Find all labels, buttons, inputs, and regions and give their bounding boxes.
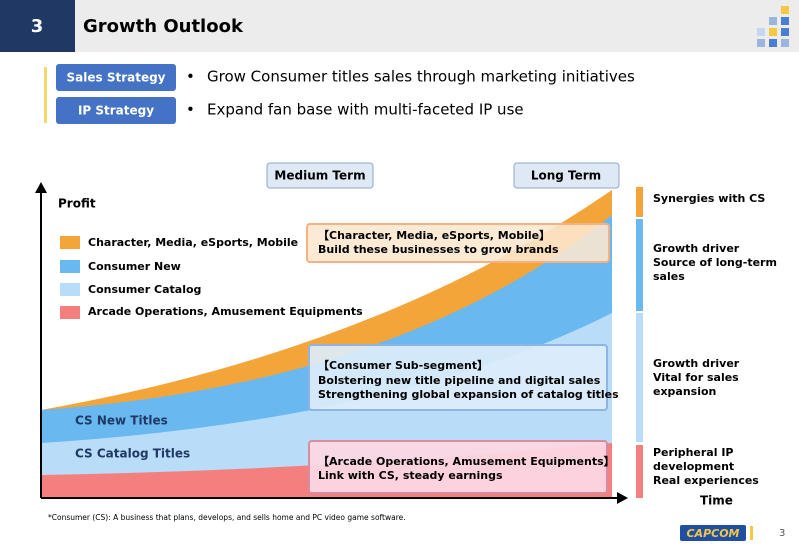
legend-label: Consumer Catalog: [88, 283, 201, 296]
deco: [769, 39, 777, 47]
y-label: Profit: [58, 197, 96, 211]
bullet: •: [186, 101, 195, 119]
strategy-text: Expand fan base with multi-faceted IP us…: [207, 101, 524, 119]
deco: [781, 39, 789, 47]
callout-line: Link with CS, steady earnings: [318, 469, 503, 482]
deco: [769, 17, 777, 25]
driver-text: Growth driver: [653, 242, 740, 255]
x-arrow: [617, 492, 628, 504]
callout-line: Build these businesses to grow brands: [318, 243, 559, 256]
section-box: [0, 0, 75, 52]
accent-line: [44, 67, 47, 123]
driver-bar: [636, 313, 643, 442]
legend-label: Arcade Operations, Amusement Equipments: [88, 305, 363, 318]
driver-text: Synergies with CS: [653, 192, 765, 205]
callout-title: 【Character, Media, eSports, Mobile】: [318, 229, 550, 242]
section-number: 3: [31, 16, 44, 37]
bullet: •: [186, 68, 195, 86]
area-label: CS Catalog Titles: [75, 447, 190, 461]
callout-box: [308, 344, 608, 411]
legend-swatch: [60, 236, 80, 249]
page-number: 3: [779, 528, 785, 539]
deco: [781, 6, 789, 14]
logo: CAPCOM: [686, 527, 739, 540]
driver-text: Source of long-term: [653, 256, 777, 269]
legend-swatch: [60, 306, 80, 319]
callout-title: 【Consumer Sub-segment】: [318, 359, 488, 372]
driver-text: development: [653, 460, 734, 473]
driver-text: Vital for sales: [653, 371, 739, 384]
y-arrow: [35, 182, 47, 193]
callout-box: [306, 223, 610, 263]
driver-text: Peripheral IP: [653, 446, 734, 459]
driver-bar: [636, 445, 643, 498]
strategy-label: Sales Strategy: [67, 71, 166, 85]
driver-text: Real experiences: [653, 474, 759, 487]
driver-text: Growth driver: [653, 357, 740, 370]
period-label: Medium Term: [274, 169, 365, 183]
period-label: Long Term: [531, 169, 601, 183]
footnote: *Consumer (CS): A business that plans, d…: [48, 513, 406, 522]
title: Growth Outlook: [83, 16, 244, 37]
area-label: CS New Titles: [75, 414, 168, 428]
driver-bar: [636, 219, 643, 311]
deco: [781, 28, 789, 36]
callout-title: 【Arcade Operations, Amusement Equipments…: [318, 455, 615, 468]
period-box: [513, 162, 620, 189]
driver-text: expansion: [653, 385, 716, 398]
callout-box: [308, 440, 608, 494]
header-band: [0, 0, 799, 52]
strategy-tag: [56, 64, 176, 91]
period-box: [266, 162, 374, 189]
strategy-text: Grow Consumer titles sales through marke…: [207, 68, 635, 86]
strategy-label: IP Strategy: [78, 104, 154, 118]
deco: [757, 39, 765, 47]
logo-box: [680, 525, 746, 541]
strategy-tag: [56, 97, 176, 124]
legend-swatch: [60, 283, 80, 296]
legend-label: Character, Media, eSports, Mobile: [88, 236, 298, 249]
deco: [769, 28, 777, 36]
legend-swatch: [60, 260, 80, 273]
callout-line: Strengthening global expansion of catalo…: [318, 388, 619, 401]
deco: [757, 28, 765, 36]
driver-text: sales: [653, 270, 685, 283]
driver-bar: [636, 187, 643, 217]
x-label: Time: [700, 494, 733, 508]
deco: [781, 17, 789, 25]
logo-accent: [750, 526, 753, 540]
header-decoration: [757, 6, 789, 47]
legend-label: Consumer New: [88, 260, 181, 273]
callout-line: Bolstering new title pipeline and digita…: [318, 374, 601, 387]
